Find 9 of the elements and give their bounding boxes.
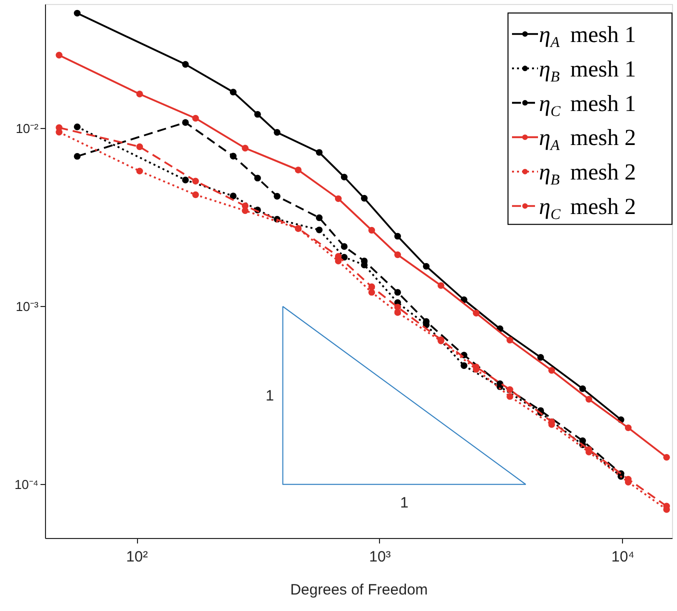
y-tick-label: 10⁻³	[16, 298, 40, 314]
y-tick-label: 10⁻⁴	[14, 476, 38, 492]
annotation: 1	[266, 387, 274, 404]
x-axis-title: Degrees of Freedom	[290, 582, 428, 598]
x-tick-label: 10²	[126, 548, 148, 566]
y-tick-label: 10⁻²	[16, 120, 40, 136]
x-tick-label: 10⁴	[611, 548, 634, 566]
annotation: 1	[400, 494, 408, 512]
x-tick-label: 10³	[369, 548, 391, 566]
